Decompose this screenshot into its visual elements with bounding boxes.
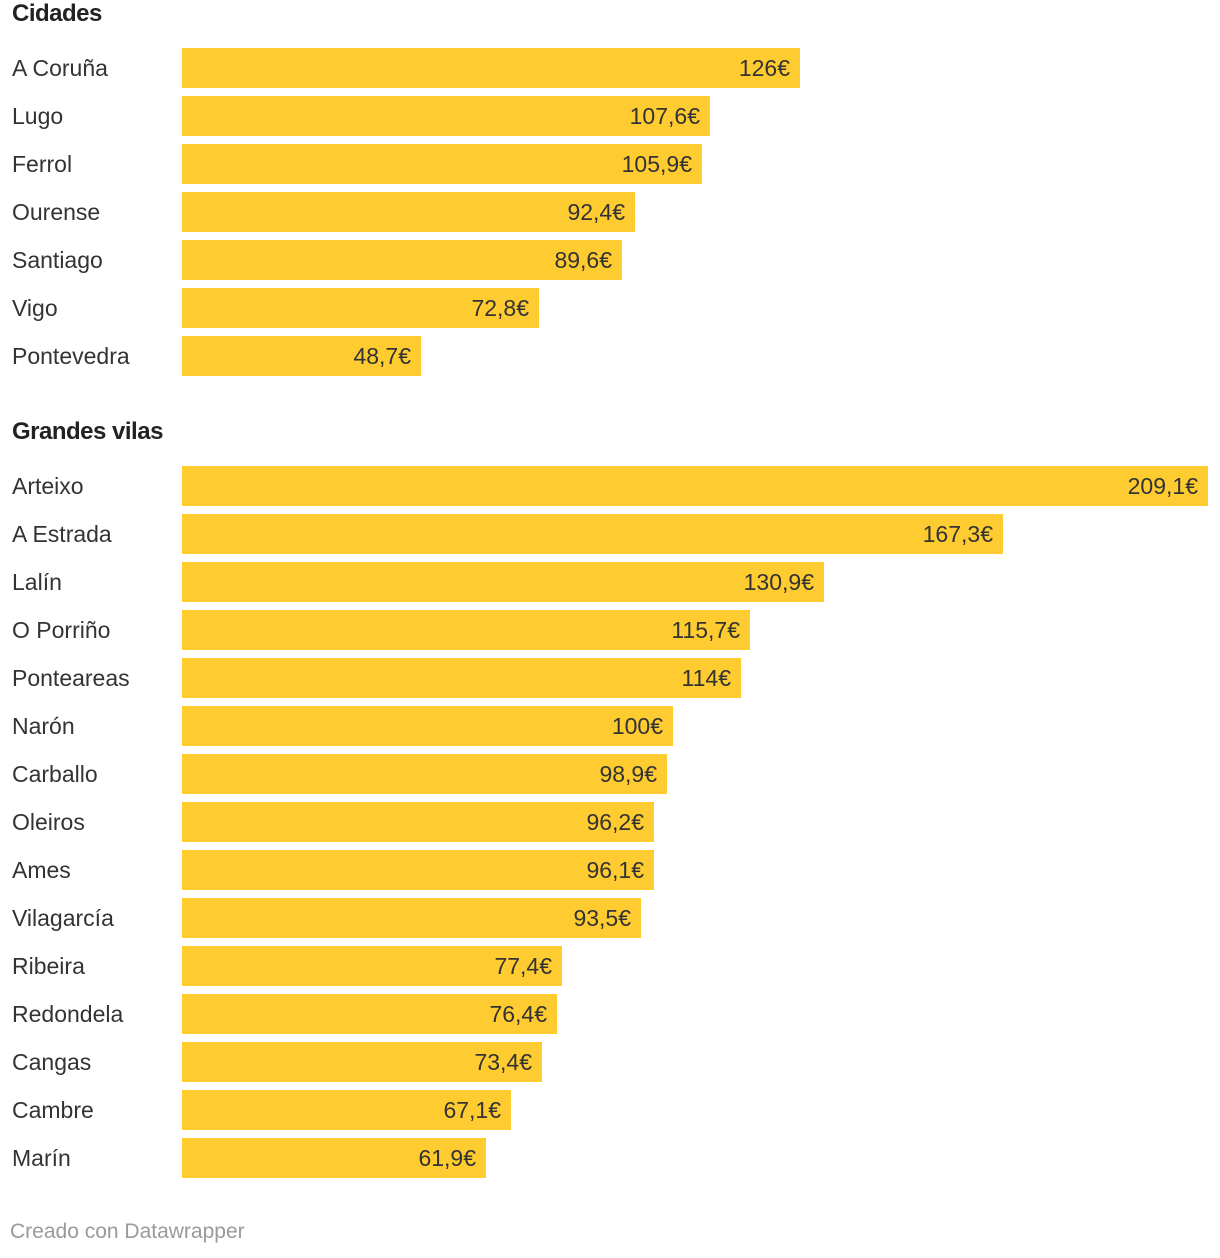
bar-row: Ourense 92,4€ [0,192,1220,232]
group-title: Cidades [12,0,102,27]
category-label: Narón [12,713,75,739]
bar-value-label: 93,5€ [573,905,631,931]
bar-value-label: 73,4€ [474,1049,532,1075]
bar-value-label: 115,7€ [671,617,740,643]
bar-value-label: 48,7€ [353,343,411,369]
category-label: Marín [12,1145,71,1171]
bar: 72,8€ [182,288,539,328]
category-label: A Estrada [12,521,112,547]
bar-value-label: 96,2€ [586,809,644,835]
bar: 100€ [182,706,673,746]
bar-row: Arteixo 209,1€ [0,466,1220,506]
category-label: Cangas [12,1049,92,1075]
bar-row: Oleiros 96,2€ [0,802,1220,842]
bar-value-label: 107,6€ [629,103,700,129]
bar-row: Carballo 98,9€ [0,754,1220,794]
category-label: Redondela [12,1001,124,1027]
bar: 73,4€ [182,1042,542,1082]
bar-row: A Coruña 126€ [0,48,1220,88]
bar-value-label: 130,9€ [743,569,814,595]
category-label: Ferrol [12,151,73,177]
bar: 67,1€ [182,1090,511,1130]
group-title: Grandes vilas [12,418,163,445]
bar: 93,5€ [182,898,641,938]
bar-value-label: 209,1€ [1127,473,1198,499]
bar-value-label: 126€ [738,55,790,81]
bar: 105,9€ [182,144,702,184]
bar-row: O Porriño 115,7€ [0,610,1220,650]
bar: 89,6€ [182,240,622,280]
bar: 92,4€ [182,192,635,232]
category-label: Ribeira [12,953,85,979]
bar-row: Ames 96,1€ [0,850,1220,890]
bar-row: Redondela 76,4€ [0,994,1220,1034]
bar-value-label: 61,9€ [418,1145,476,1171]
category-label: Vilagarcía [12,905,114,931]
category-label: Cambre [12,1097,94,1123]
category-label: A Coruña [12,55,108,81]
bar-row: Pontevedra 48,7€ [0,336,1220,376]
category-label: O Porriño [12,617,111,643]
bar: 209,1€ [182,466,1208,506]
category-label: Pontevedra [12,343,130,369]
bar-value-label: 92,4€ [567,199,625,225]
bar: 167,3€ [182,514,1003,554]
bar-row: Ferrol 105,9€ [0,144,1220,184]
bar-value-label: 114€ [681,665,731,691]
bar-value-label: 77,4€ [494,953,552,979]
bar-value-label: 72,8€ [471,295,529,321]
bar-value-label: 89,6€ [554,247,612,273]
bar: 61,9€ [182,1138,486,1178]
bar: 107,6€ [182,96,710,136]
bar: 130,9€ [182,562,824,602]
category-label: Arteixo [12,473,84,499]
bar: 76,4€ [182,994,557,1034]
bar: 114€ [182,658,741,698]
bar: 48,7€ [182,336,421,376]
bar-row: Lalín 130,9€ [0,562,1220,602]
category-label: Lalín [12,569,62,595]
bar-row: Santiago 89,6€ [0,240,1220,280]
bar-row: Cangas 73,4€ [0,1042,1220,1082]
bar-value-label: 105,9€ [621,151,692,177]
bar-row: Vilagarcía 93,5€ [0,898,1220,938]
bar-row: Lugo 107,6€ [0,96,1220,136]
category-label: Ponteareas [12,665,130,691]
category-label: Carballo [12,761,98,787]
bar-value-label: 96,1€ [586,857,644,883]
bar-row: Ponteareas 114€ [0,658,1220,698]
bar-row: Narón 100€ [0,706,1220,746]
bar-row: Marín 61,9€ [0,1138,1220,1178]
category-label: Santiago [12,247,103,273]
bar-row: Ribeira 77,4€ [0,946,1220,986]
bar: 77,4€ [182,946,562,986]
bar: 115,7€ [182,610,750,650]
category-label: Vigo [12,295,58,321]
bar-value-label: 167,3€ [922,521,993,547]
bar-value-label: 98,9€ [599,761,657,787]
bar: 96,1€ [182,850,654,890]
bar: 96,2€ [182,802,654,842]
bar-value-label: 100€ [611,713,663,739]
datawrapper-credit: Creado con Datawrapper [10,1220,245,1243]
category-label: Ourense [12,199,101,225]
bar: 98,9€ [182,754,667,794]
category-label: Ames [12,857,71,883]
bar-value-label: 67,1€ [443,1097,501,1123]
bar-row: Vigo 72,8€ [0,288,1220,328]
bar: 126€ [182,48,800,88]
bar-row: Cambre 67,1€ [0,1090,1220,1130]
bar-row: A Estrada 167,3€ [0,514,1220,554]
category-label: Oleiros [12,809,85,835]
bar-value-label: 76,4€ [489,1001,547,1027]
category-label: Lugo [12,103,64,129]
